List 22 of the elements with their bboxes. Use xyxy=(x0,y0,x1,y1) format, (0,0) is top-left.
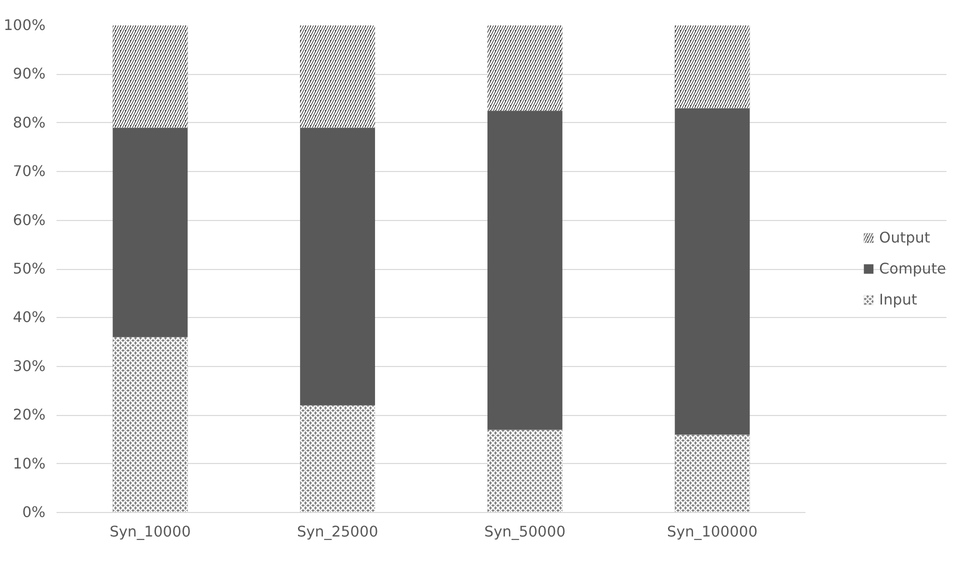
legend-label: Input xyxy=(879,291,918,308)
y-tick-label: 80% xyxy=(12,114,46,132)
y-tick-label: 90% xyxy=(12,66,46,83)
bar xyxy=(674,108,750,435)
legend-label: Compute xyxy=(879,260,946,277)
bar xyxy=(487,110,562,430)
y-tick-label: 60% xyxy=(12,212,46,229)
legend-label: Output xyxy=(879,229,930,246)
x-tick-label: Syn_25000 xyxy=(296,524,378,540)
y-tick-label: 70% xyxy=(12,163,46,180)
y-tick-label: 20% xyxy=(12,406,46,424)
y-tick-label: 100% xyxy=(4,17,46,34)
x-tick-label: Syn_10000 xyxy=(110,524,191,540)
y-tick-label: 50% xyxy=(12,260,46,278)
bar xyxy=(300,128,376,406)
x-tick-label: Syn_50000 xyxy=(484,524,566,540)
bar xyxy=(112,128,188,338)
y-tick-label: 10% xyxy=(12,455,46,472)
y-tick-label: 0% xyxy=(22,504,46,521)
y-tick-label: 40% xyxy=(12,309,46,326)
x-tick-label: Syn_100000 xyxy=(667,524,758,540)
y-tick-label: 30% xyxy=(12,358,46,375)
